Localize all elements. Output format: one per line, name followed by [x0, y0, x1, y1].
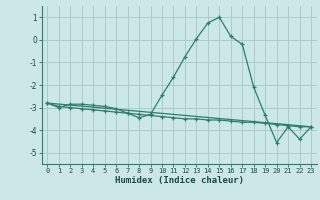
- X-axis label: Humidex (Indice chaleur): Humidex (Indice chaleur): [115, 176, 244, 185]
